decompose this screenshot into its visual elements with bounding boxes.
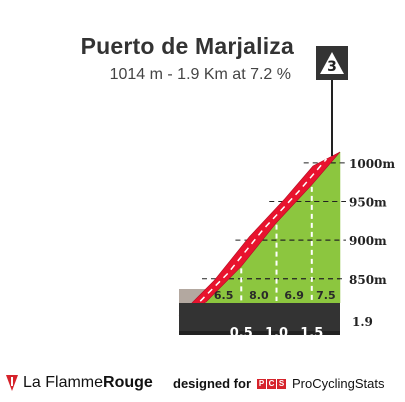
designed-for-label: designed for [173,376,252,391]
climb-title: Puerto de Marjaliza [80,33,294,59]
gradient-label: 6.5 [214,289,234,302]
road-center-line [191,158,328,310]
gradient-label: 8.0 [249,289,269,302]
distance-base-shadow [179,331,340,335]
distance-base-strip [179,303,340,331]
distance-end-label: 1.9 [352,315,373,329]
category-label: 3 [327,59,337,75]
gradient-label: 7.5 [316,289,336,302]
climb-subtitle: 1014 m - 1.9 Km at 7.2 % [109,66,291,83]
km-marker-label: 1.5 [300,326,323,341]
km-marker-label: 1.0 [265,326,288,341]
km-marker-label: 0.5 [230,326,253,341]
la-flamme-rouge-logo: La FlammeRouge [5,374,153,392]
gradient-label: 6.9 [284,289,304,302]
altitude-tick-label: 850m [349,273,387,287]
procyclingstats-name: ProCyclingStats [292,376,385,391]
flamme-rouge-flag-icon [6,375,18,391]
climb-profile-chart: 6.5 8.0 6.9 7.5 0.5 1.0 1.5 1.9 1000m 950m 900m 850… [178,46,396,341]
altitude-tick-label: 950m [349,195,387,209]
altitude-tick-label: 900m [349,234,387,248]
altitude-tick-label: 1000m [349,157,395,171]
category-triangle-icon [320,52,344,74]
brand-name: La FlammeRouge [23,374,153,391]
